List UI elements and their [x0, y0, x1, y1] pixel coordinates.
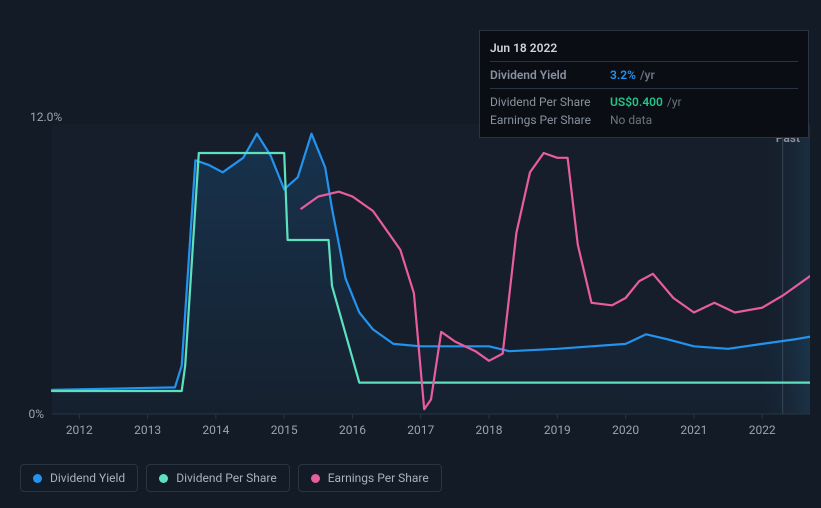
- svg-text:2019: 2019: [544, 423, 571, 437]
- legend-label: Dividend Per Share: [176, 471, 277, 485]
- svg-text:0%: 0%: [28, 407, 44, 421]
- y-axis-max-label: 12.0%: [30, 110, 62, 124]
- tooltip-metric-value: No data: [610, 113, 652, 127]
- svg-text:2015: 2015: [271, 423, 298, 437]
- legend-dot: [311, 474, 320, 483]
- legend-item[interactable]: Earnings Per Share: [298, 464, 442, 492]
- tooltip-metric-label: Dividend Per Share: [490, 95, 610, 109]
- svg-text:2022: 2022: [749, 423, 776, 437]
- svg-text:2018: 2018: [476, 423, 503, 437]
- tooltip-metric-value: 3.2%: [610, 68, 636, 82]
- tooltip-date: Jun 18 2022: [490, 39, 798, 62]
- tooltip-metric-unit: /yr: [667, 95, 682, 109]
- legend-dot: [33, 474, 42, 483]
- legend-label: Earnings Per Share: [328, 471, 429, 485]
- svg-text:2012: 2012: [66, 423, 93, 437]
- chart-legend: Dividend Yield Dividend Per Share Earnings…: [10, 450, 811, 492]
- tooltip-row: Dividend Per ShareUS$0.400/yr: [490, 93, 798, 111]
- tooltip-metric-value: US$0.400: [610, 95, 663, 109]
- tooltip-date-text: Jun 18 2022: [490, 41, 557, 55]
- tooltip-metric-label: Dividend Yield: [490, 68, 610, 82]
- svg-text:2016: 2016: [339, 423, 366, 437]
- tooltip-row: Dividend Yield3.2% /yr: [490, 66, 798, 89]
- svg-text:2014: 2014: [202, 423, 229, 437]
- dividend-chart: Past201220132014201520162017201820192020…: [10, 110, 810, 450]
- svg-text:2021: 2021: [680, 423, 707, 437]
- legend-item[interactable]: Dividend Yield: [20, 464, 138, 492]
- svg-text:2020: 2020: [612, 423, 639, 437]
- legend-item[interactable]: Dividend Per Share: [146, 464, 290, 492]
- tooltip-metric-label: Earnings Per Share: [490, 113, 610, 127]
- svg-text:2013: 2013: [134, 423, 161, 437]
- svg-text:2017: 2017: [407, 423, 434, 437]
- tooltip-row: Earnings Per ShareNo data: [490, 111, 798, 129]
- legend-label: Dividend Yield: [50, 471, 125, 485]
- tooltip-metric-unit: /yr: [640, 68, 655, 82]
- legend-dot: [159, 474, 168, 483]
- chart-tooltip: Jun 18 2022 Dividend Yield3.2%/yrDividen…: [479, 30, 809, 138]
